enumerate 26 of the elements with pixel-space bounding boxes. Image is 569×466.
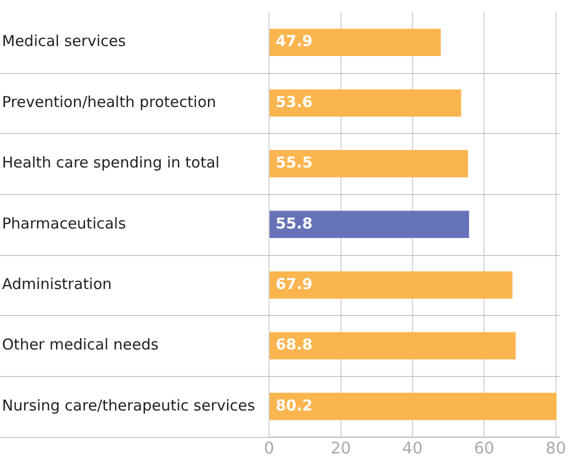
y-tick-label: Health care spending in total — [2, 154, 220, 172]
data-label: 47.9 — [276, 32, 313, 50]
data-label: 55.8 — [276, 214, 313, 232]
data-label: 55.5 — [276, 154, 313, 172]
y-tick-label: Pharmaceuticals — [2, 214, 126, 232]
x-tick-label: 80 — [546, 438, 566, 458]
bar — [270, 89, 462, 117]
bar — [270, 150, 468, 178]
data-label: 53.6 — [276, 92, 313, 111]
y-tick-label: Administration — [2, 274, 112, 293]
y-tick-label: Nursing care/therapeutic services — [2, 396, 256, 414]
bar — [270, 210, 470, 238]
x-tick-label: 60 — [474, 438, 494, 458]
y-tick-label: Medical services — [2, 32, 126, 50]
bar — [270, 332, 516, 360]
x-tick-label: 0 — [264, 438, 274, 458]
data-label: 67.9 — [276, 274, 313, 293]
bar — [270, 392, 557, 420]
y-tick-label: Prevention/health protection — [2, 92, 216, 111]
x-tick-label: 40 — [402, 438, 423, 458]
data-label: 68.8 — [276, 336, 313, 354]
bar — [270, 28, 441, 56]
bar — [270, 271, 512, 299]
x-tick-label: 20 — [330, 438, 351, 458]
y-tick-label: Other medical needs — [2, 336, 159, 354]
data-label: 80.2 — [276, 396, 313, 414]
